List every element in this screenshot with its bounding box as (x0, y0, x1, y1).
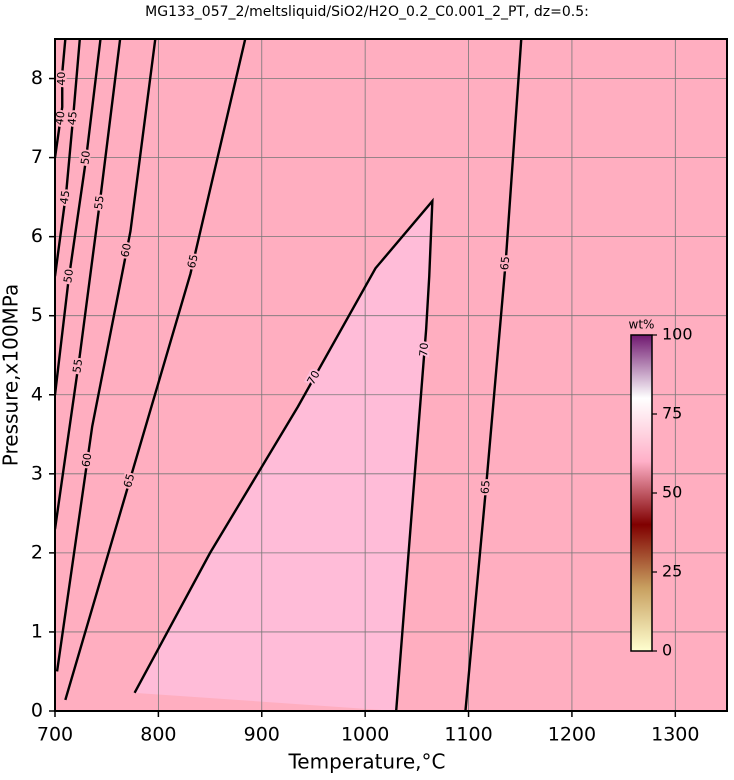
contour-line (55, 39, 157, 672)
colorbar-tick-label: 100 (662, 325, 693, 344)
overlay: 700 800 900 1000 1100 1200 1300012345678wt%025… (31, 38, 728, 746)
x-tick-label: 800 (140, 724, 176, 746)
x-tick-label: 700 (37, 724, 73, 746)
contour-label: 45 (65, 111, 79, 126)
contour-fill (134, 201, 433, 711)
x-tick-label: 1300 (651, 724, 699, 746)
colorbar-tick-label: 75 (662, 404, 682, 423)
contour-line (64, 39, 247, 701)
contour-label: 45 (58, 190, 73, 206)
x-tick-label: 1100 (444, 724, 492, 746)
contour-line (55, 39, 102, 395)
contour-line (464, 39, 523, 711)
x-tick-label: 900 (244, 724, 280, 746)
plot-frame (54, 38, 728, 712)
y-tick-label: 8 (31, 67, 43, 89)
contour-line (55, 39, 67, 158)
contour-label: 60 (118, 242, 133, 258)
contour-label: 50 (78, 150, 93, 165)
colorbar (630, 334, 653, 652)
contour-label: 65 (185, 253, 201, 270)
y-tick-label: 3 (31, 462, 43, 484)
y-tick-label: 6 (31, 225, 43, 247)
chart-title: MG133_057_2/meltsliquid/SiO2/H2O_0.2_C0.… (145, 4, 589, 20)
contour-line (55, 39, 122, 530)
contour-label: 40 (55, 72, 68, 86)
y-tick-label: 7 (31, 146, 43, 168)
contour-label: 70 (417, 342, 431, 357)
y-tick-label: 2 (31, 541, 43, 563)
colorbar-tick-label: 25 (662, 562, 682, 581)
contour-label: 55 (70, 358, 85, 374)
y-tick-label: 0 (31, 700, 43, 722)
colorbar-tick-label: 0 (662, 641, 672, 660)
contour-line (55, 39, 82, 277)
colorbar-label: wt% (629, 318, 655, 332)
x-axis-label: Temperature,°C (287, 750, 445, 774)
x-tick-label: 1200 (548, 724, 596, 746)
contour-label: 60 (79, 452, 94, 468)
x-tick-label: 1000 (341, 724, 389, 746)
contour-label: 65 (121, 472, 137, 489)
colorbar-tick-label: 50 (662, 483, 682, 502)
contour-label: 50 (61, 268, 76, 284)
contour-label: 65 (498, 256, 512, 271)
contour-label: 65 (478, 480, 492, 495)
contour-label: 55 (92, 195, 107, 211)
y-tick-label: 1 (31, 620, 43, 642)
contour-line (133, 197, 434, 711)
y-axis-label: Pressure,x100MPa (0, 284, 23, 466)
y-tick-label: 4 (31, 383, 43, 405)
contour-label: 40 (53, 110, 68, 126)
y-tick-label: 5 (31, 304, 43, 326)
